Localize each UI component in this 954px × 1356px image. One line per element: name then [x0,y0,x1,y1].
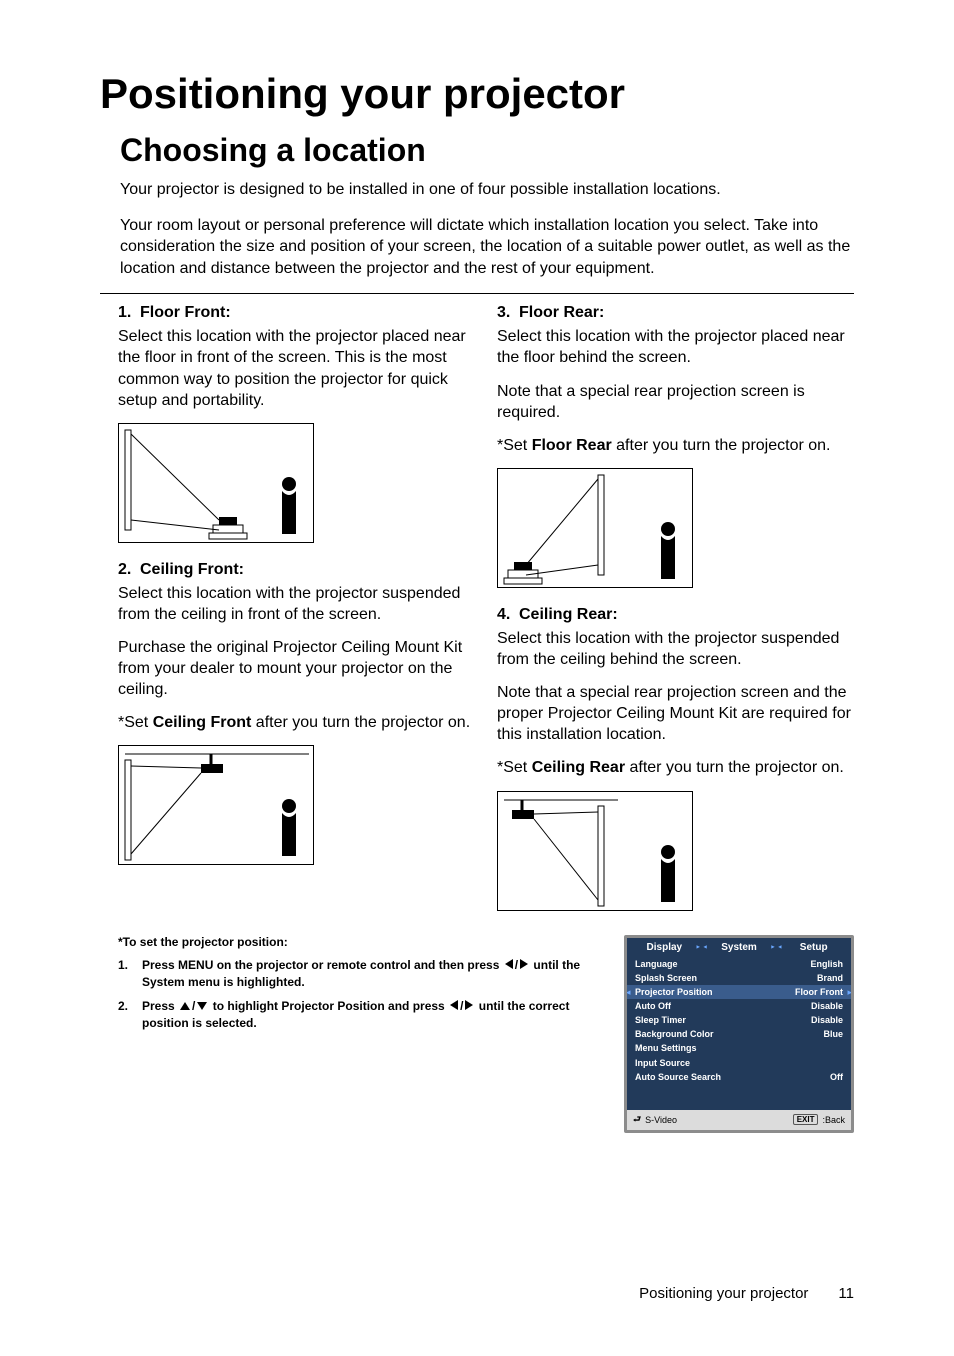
left-arrow-icon [450,1000,458,1010]
left-arrow-icon [505,959,513,969]
step-1-num: 1. [118,957,142,990]
step-2-num: 2. [118,998,142,1031]
locations-grid: 1.Floor Front: Select this location with… [100,304,854,928]
left-column: 1.Floor Front: Select this location with… [118,304,475,928]
up-arrow-icon [180,1002,190,1010]
loc-2-num: 2. [118,561,140,579]
osd-row: Splash ScreenBrand [627,971,851,985]
osd-row: Auto OffDisable [627,999,851,1013]
loc-3-heading: 3.Floor Rear: [497,304,854,322]
osd-tabs: Display▸ ◂System▸ ◂Setup [627,938,851,957]
page-footer: Positioning your projector 11 [100,1285,854,1302]
osd-row: LanguageEnglish [627,957,851,971]
osd-row: Auto Source SearchOff [627,1070,851,1084]
right-arrow-icon [465,1000,473,1010]
loc-3-num: 3. [497,304,519,322]
intro-paragraph-2: Your room layout or personal preference … [100,215,854,280]
footnotes: *To set the projector position: 1. Press… [100,935,854,1133]
osd-rows: LanguageEnglishSplash ScreenBrandProject… [627,957,851,1084]
loc-2-set: *Set Ceiling Front after you turn the pr… [118,712,475,733]
loc-1-body: Select this location with the projector … [118,326,475,410]
divider [100,293,854,294]
osd-tab-setup: ◂Setup [776,938,851,957]
intro-paragraph-1: Your projector is designed to be install… [100,179,854,201]
section-title: Choosing a location [100,132,854,169]
footnote-step-1: 1. Press MENU on the projector or remote… [118,957,604,990]
osd-row: Projector PositionFloor Front [627,985,851,999]
osd-tab-system: ◂System▸ [702,938,777,957]
osd-row: Input Source [627,1056,851,1070]
loc-4-heading: 4.Ceiling Rear: [497,606,854,624]
loc-4-body-2: Note that a special rear projection scre… [497,682,854,745]
osd-exit-button: EXIT [793,1114,819,1125]
loc-1-num: 1. [118,304,140,322]
osd-menu-screenshot: Display▸ ◂System▸ ◂Setup LanguageEnglish… [624,935,854,1133]
loc-3-illustration [497,468,693,588]
loc-3-title: Floor Rear: [519,304,604,321]
footer-label: Positioning your projector [639,1285,808,1302]
right-column: 3.Floor Rear: Select this location with … [497,304,854,928]
page-title: Positioning your projector [100,70,854,118]
right-arrow-icon [520,959,528,969]
loc-4-num: 4. [497,606,519,624]
loc-4-illustration [497,791,693,911]
loc-1-title: Floor Front: [140,304,231,321]
loc-2-heading: 2.Ceiling Front: [118,561,475,579]
loc-3-body-1: Select this location with the projector … [497,326,854,368]
osd-footer: ⮐S-Video EXIT:Back [627,1110,851,1130]
down-arrow-icon [197,1002,207,1010]
loc-3-set: *Set Floor Rear after you turn the proje… [497,435,854,456]
footnote-heading: *To set the projector position: [118,935,604,949]
osd-row: Sleep TimerDisable [627,1013,851,1027]
loc-2-illustration [118,745,314,865]
loc-1-illustration [118,423,314,543]
osd-row: Background ColorBlue [627,1027,851,1041]
loc-2-body-2: Purchase the original Projector Ceiling … [118,637,475,700]
footnote-step-2: 2. Press / to highlight Projector Positi… [118,998,604,1031]
loc-4-set: *Set Ceiling Rear after you turn the pro… [497,757,854,778]
loc-4-title: Ceiling Rear: [519,606,618,623]
loc-3-body-2: Note that a special rear projection scre… [497,381,854,423]
loc-2-title: Ceiling Front: [140,561,244,578]
loc-2-body-1: Select this location with the projector … [118,583,475,625]
loc-4-body-1: Select this location with the projector … [497,628,854,670]
footnote-text: *To set the projector position: 1. Press… [118,935,604,1133]
osd-row: Menu Settings [627,1041,851,1055]
loc-1-heading: 1.Floor Front: [118,304,475,322]
osd-tab-display: Display▸ [627,938,702,957]
footer-page-number: 11 [838,1285,854,1302]
